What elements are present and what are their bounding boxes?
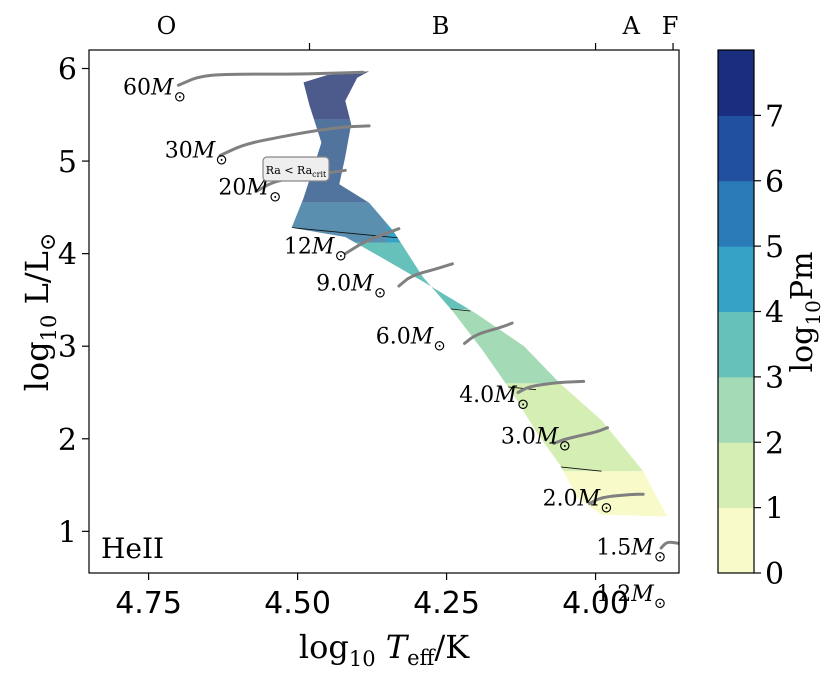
colorbar-segment-7 bbox=[718, 50, 754, 116]
track-label-text: 12M⊙ bbox=[284, 235, 347, 265]
colorbar-tick-label: 1 bbox=[765, 492, 784, 527]
colorbar-segment-0 bbox=[718, 507, 754, 574]
y-tick-label: 6 bbox=[58, 53, 77, 88]
x-axis: 4.75 4.50 4.25 4.00 bbox=[115, 573, 629, 621]
y-tick-label: 5 bbox=[58, 145, 77, 180]
track-label-2.0: 2.0M⊙ bbox=[543, 486, 613, 516]
track-2.0 bbox=[588, 492, 645, 506]
y-axis-label: log10 L/L⊙ bbox=[18, 233, 61, 392]
svg-text:log10Pm: log10Pm bbox=[785, 252, 825, 373]
track-label-text: 30M⊙ bbox=[165, 138, 228, 168]
track-label-text: 2.0M⊙ bbox=[543, 486, 613, 516]
y-axis: 1 2 3 4 5 6 bbox=[58, 53, 89, 550]
spectral-label-F: F bbox=[662, 12, 679, 40]
track-label-text: 60M⊙ bbox=[123, 75, 186, 105]
y-tick-label: 2 bbox=[58, 423, 77, 458]
y-tick-label: 1 bbox=[58, 515, 77, 550]
track-label-text: 3.0M⊙ bbox=[501, 424, 571, 454]
colorbar-segment-6 bbox=[718, 115, 754, 182]
x-tick-label: 4.50 bbox=[264, 586, 331, 621]
track-label-9.0: 9.0M⊙ bbox=[316, 272, 386, 302]
y-tick-label: 4 bbox=[58, 238, 77, 273]
track-12 bbox=[343, 227, 401, 256]
panel-label: HeII bbox=[101, 532, 164, 565]
track-label-text: 20M⊙ bbox=[218, 175, 281, 205]
track-label-text: 1.5M⊙ bbox=[596, 535, 666, 565]
annotation-text: Ra < Racrit bbox=[266, 164, 327, 179]
colorbar-tick-label: 6 bbox=[765, 165, 784, 200]
x-axis-label: log10 Teff/K bbox=[299, 628, 470, 671]
colorbar-segment-3 bbox=[718, 311, 754, 378]
track-1.5 bbox=[659, 540, 679, 550]
svg-text:log10 L/L⊙: log10 L/L⊙ bbox=[18, 233, 61, 392]
track-3.0 bbox=[552, 426, 609, 445]
track-4.0 bbox=[516, 379, 586, 394]
colorbar: 0 1 2 3 4 5 6 7 bbox=[718, 50, 784, 592]
track-label-text: 6.0M⊙ bbox=[376, 324, 446, 354]
track-60 bbox=[176, 70, 365, 87]
track-label-20: 20M⊙ bbox=[218, 175, 281, 205]
colorbar-tick-label: 0 bbox=[765, 557, 784, 592]
track-label-60: 60M⊙ bbox=[123, 75, 186, 105]
track-label-1.5: 1.5M⊙ bbox=[596, 535, 666, 565]
track-label-3.0: 3.0M⊙ bbox=[501, 424, 571, 454]
colorbar-label: log10Pm bbox=[785, 252, 825, 373]
colorbar-tick-label: 7 bbox=[765, 99, 784, 134]
track-label-text: 4.0M⊙ bbox=[459, 383, 529, 413]
colorbar-tick-label: 2 bbox=[765, 426, 784, 461]
track-label-text: 1.2M⊙ bbox=[596, 582, 666, 612]
colorbar-segment-4 bbox=[718, 246, 754, 312]
x-tick-label: 4.00 bbox=[562, 586, 629, 621]
rayleigh-annotation: Ra < Racrit bbox=[262, 156, 330, 182]
x-tick-label: 4.75 bbox=[115, 586, 182, 621]
annotation-box bbox=[262, 156, 330, 182]
colorbar-segment-5 bbox=[718, 180, 754, 247]
y-tick-label: 3 bbox=[58, 330, 77, 365]
track-label-4.0: 4.0M⊙ bbox=[459, 383, 529, 413]
colorbar-segment-1 bbox=[718, 442, 754, 509]
spectral-label-B: B bbox=[432, 12, 450, 40]
track-labels: 60M⊙ 30M⊙ 20M⊙12M⊙ 9.0M⊙ 6.0M⊙ 4.0M⊙ 3.0M⊙ 2.0M… bbox=[123, 75, 666, 611]
x-tick-label: 4.25 bbox=[413, 586, 480, 621]
track-6.0 bbox=[463, 321, 514, 345]
track-30 bbox=[218, 124, 371, 157]
track-9.0 bbox=[397, 262, 454, 288]
spectral-label-A: A bbox=[622, 12, 641, 40]
track-label-text: 9.0M⊙ bbox=[316, 272, 386, 302]
colorbar-tick-label: 5 bbox=[765, 230, 784, 265]
plot-frame bbox=[88, 49, 680, 574]
track-label-1.2: 1.2M⊙ bbox=[596, 582, 666, 612]
colorbar-tick-label: 4 bbox=[765, 296, 784, 331]
colorbar-frame bbox=[717, 49, 755, 574]
colorbar-segment-2 bbox=[718, 376, 754, 443]
track-label-6.0: 6.0M⊙ bbox=[376, 324, 446, 354]
track-label-12: 12M⊙ bbox=[284, 235, 347, 265]
spectral-label-O: O bbox=[157, 12, 177, 40]
track-label-30: 30M⊙ bbox=[165, 138, 228, 168]
colorbar-tick-label: 3 bbox=[765, 361, 784, 396]
